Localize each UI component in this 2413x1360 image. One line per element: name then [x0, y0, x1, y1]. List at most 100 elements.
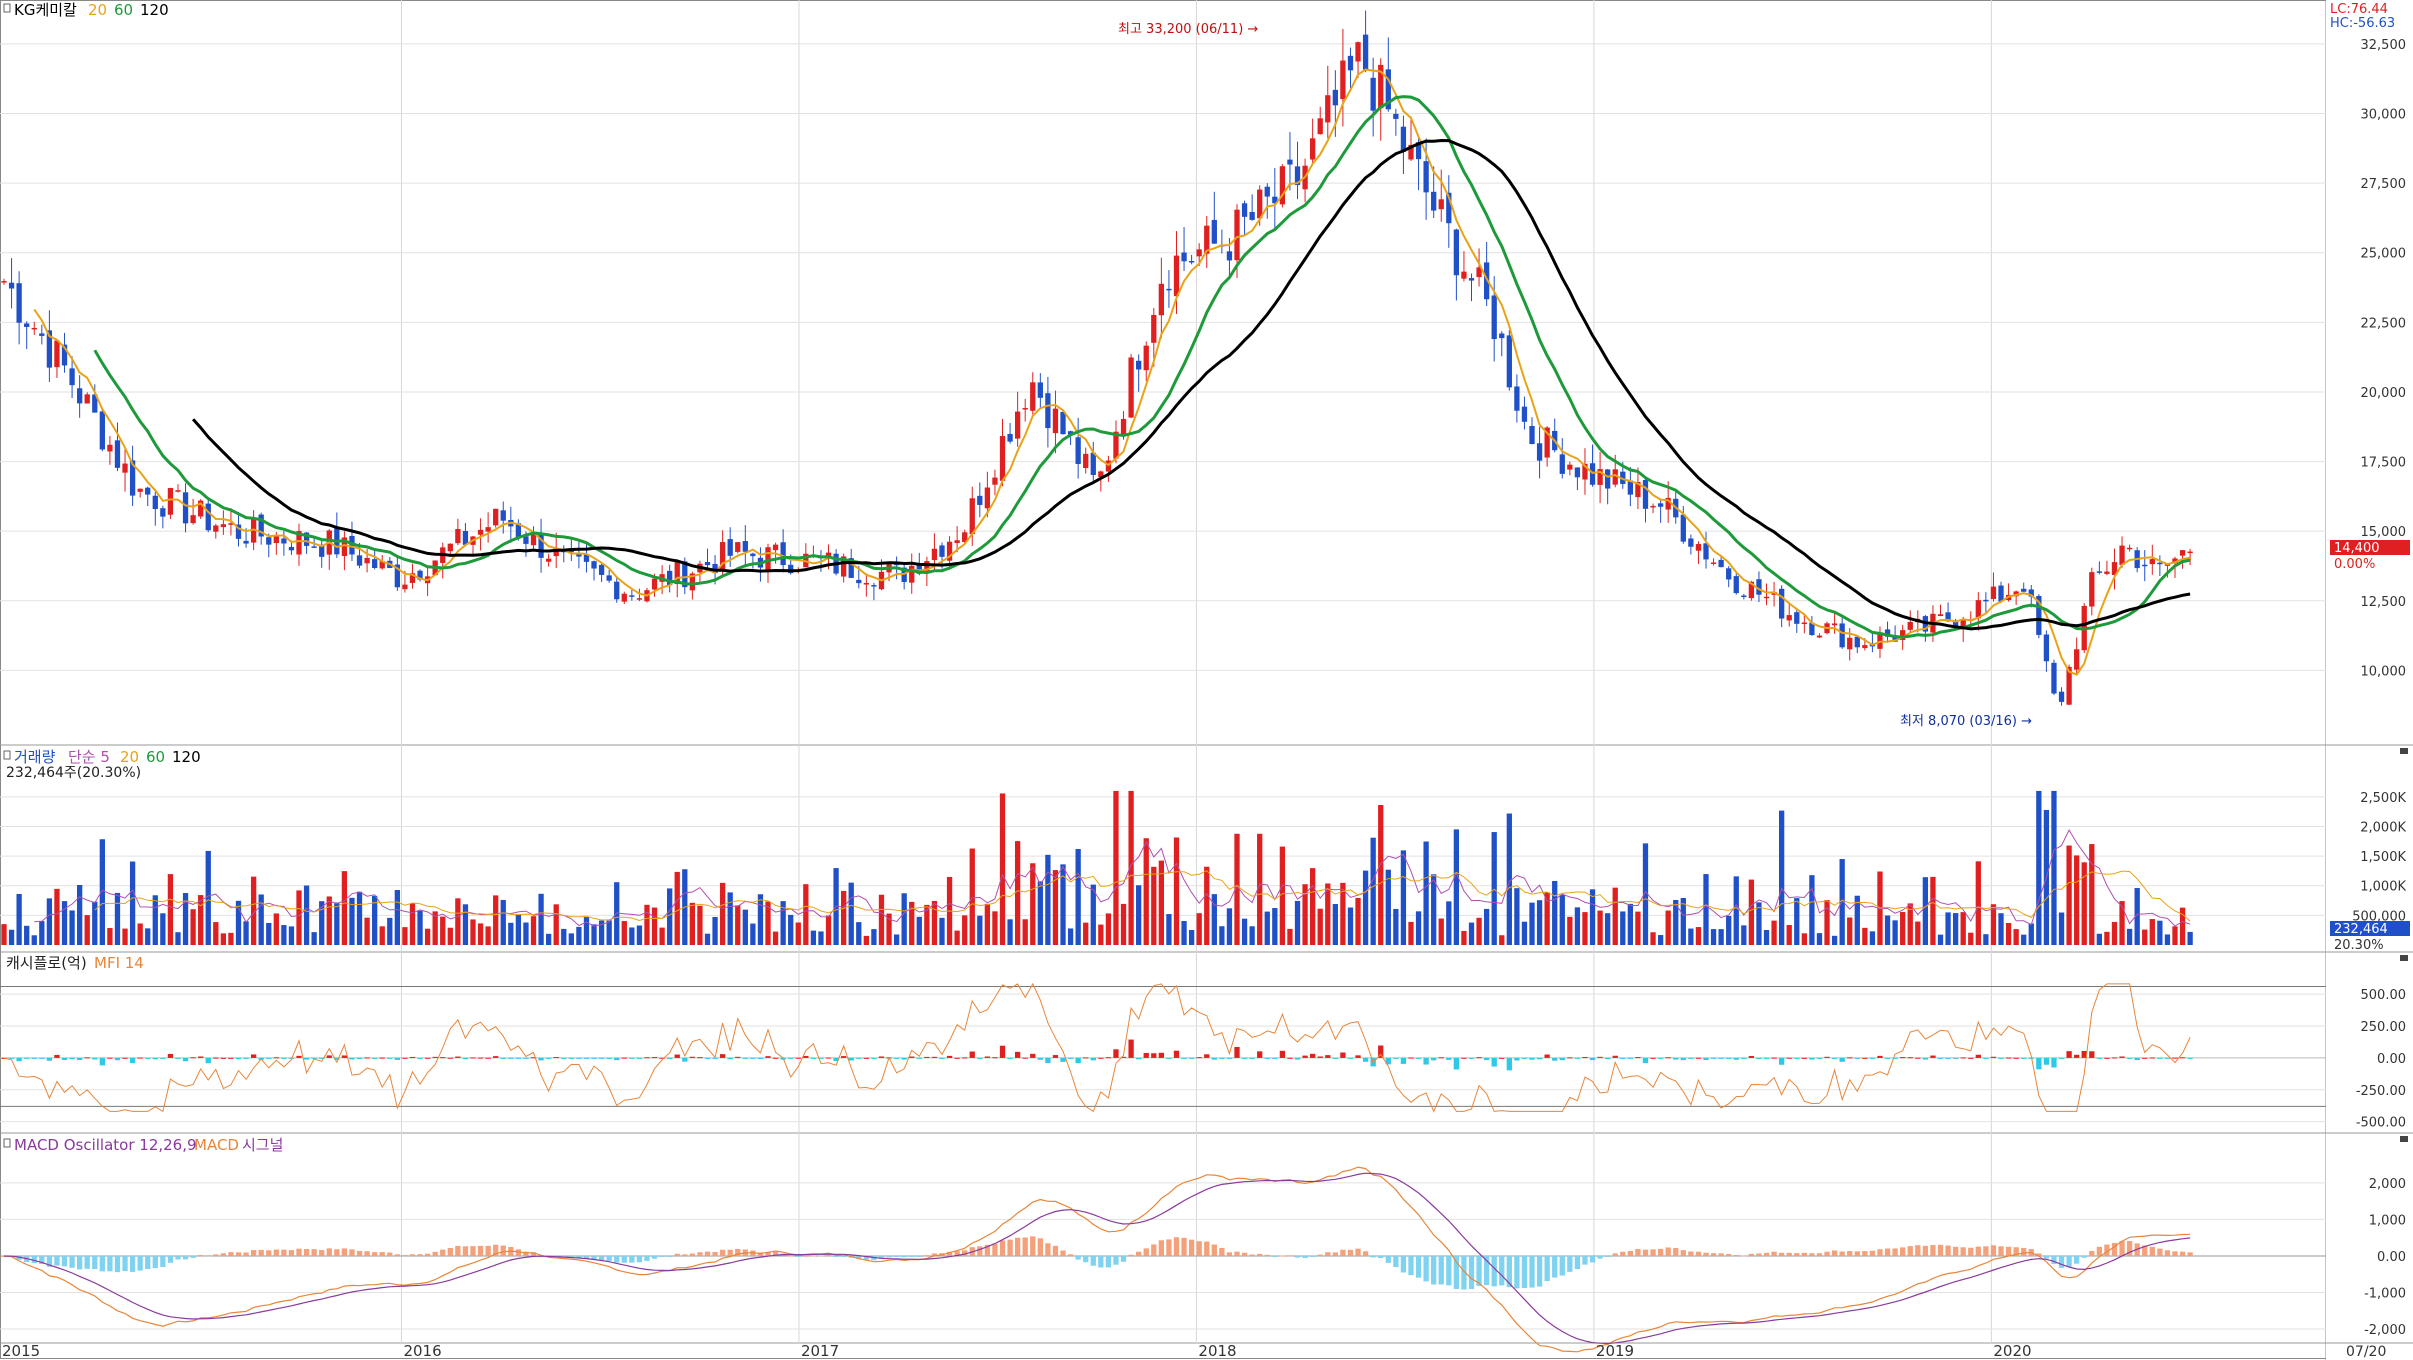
cashflow-bar	[1234, 1046, 1240, 1058]
macd-oscillator-bar	[946, 1251, 953, 1256]
volume-bar	[1279, 846, 1286, 945]
macd-oscillator-bar	[1506, 1255, 1512, 1288]
candle-body	[402, 584, 408, 590]
volume-bar	[636, 925, 643, 945]
volume-bar	[2096, 933, 2103, 945]
macd-oscillator-bar	[1642, 1249, 1649, 1256]
macd-oscillator-bar	[1378, 1255, 1384, 1259]
candle-body	[1952, 620, 1959, 627]
volume-tick-label: 1,000K	[2360, 880, 2406, 895]
volume-bar	[2066, 845, 2072, 945]
candle-body	[629, 595, 635, 597]
macd-oscillator-bar	[667, 1255, 673, 1257]
macd-oscillator-bar	[984, 1244, 991, 1256]
cashflow-bar	[311, 1057, 317, 1059]
candle-body	[1196, 249, 1202, 257]
macd-oscillator-bar	[1060, 1250, 1066, 1256]
candle-body	[1612, 469, 1618, 485]
cashflow-bar	[878, 1056, 885, 1058]
macd-oscillator-bar	[485, 1245, 491, 1256]
candle-body	[1529, 425, 1535, 445]
volume-bar	[583, 917, 590, 945]
candle-body	[243, 540, 249, 544]
macd-oscillator-bar	[16, 1255, 22, 1260]
candle-body	[1279, 166, 1286, 205]
macd-oscillator-bar	[493, 1244, 499, 1256]
cashflow-bar	[2179, 1057, 2186, 1059]
cashflow-bar	[1075, 1057, 1081, 1064]
macd-oscillator-bar	[523, 1251, 529, 1256]
volume-bar	[1113, 790, 1119, 945]
volume-bar	[1181, 921, 1187, 945]
macd-oscillator-bar	[1067, 1254, 1074, 1256]
cashflow-bar	[2021, 1057, 2027, 1059]
volume-resize-handle[interactable]	[2400, 748, 2408, 754]
volume-bar	[1325, 883, 1331, 945]
volume-bar	[841, 890, 847, 945]
cashflow-bar	[1521, 1057, 1528, 1059]
candle-body	[1605, 469, 1611, 489]
macd-oscillator-bar	[1915, 1245, 1921, 1256]
volume-bar	[1975, 861, 1981, 945]
cashflow-bar	[1204, 1054, 1210, 1058]
cashflow-bar	[1930, 1055, 1936, 1058]
cashflow-bar	[1756, 1057, 1762, 1059]
x-tick-label: 2018	[1198, 1342, 1236, 1360]
panel-toggle-icon[interactable]	[3, 3, 11, 13]
candle-body	[1816, 635, 1823, 638]
cashflow-bar	[1226, 1057, 1233, 1059]
cashflow-bar	[954, 1057, 960, 1059]
macd-oscillator-bar	[1340, 1249, 1346, 1256]
cashflow-title: 캐시플로(억)	[6, 954, 87, 972]
volume-bar	[878, 894, 885, 945]
candle-body	[2111, 562, 2118, 575]
macd-oscillator-bar	[258, 1249, 264, 1256]
candle-body	[1483, 262, 1490, 300]
macd-oscillator-bar	[735, 1248, 741, 1256]
macd-resize-handle[interactable]	[2400, 1136, 2408, 1142]
cashflow-bar	[1552, 1057, 1558, 1061]
macd-oscillator-bar	[409, 1254, 416, 1256]
cashflow-bar	[1302, 1055, 1308, 1058]
candle-body	[606, 575, 612, 581]
macd-oscillator-bar	[2089, 1250, 2095, 1256]
volume-bar	[1605, 913, 1611, 945]
volume-toggle-icon[interactable]	[3, 750, 11, 760]
cashflow-bar	[1098, 1057, 1104, 1059]
cashflow-bar	[1809, 1057, 1815, 1060]
macd-oscillator-bar	[1476, 1255, 1482, 1286]
volume-bar	[1340, 882, 1346, 945]
cashflow-bar	[1990, 1056, 1997, 1058]
candle-body	[1589, 463, 1596, 485]
macd-oscillator-bar	[303, 1248, 310, 1256]
cashflow-bar	[2058, 1057, 2065, 1059]
candle-body	[1060, 411, 1066, 435]
candle-body	[916, 563, 922, 574]
cashflow-bar	[893, 1057, 900, 1059]
cashflow-bar	[1816, 1057, 1823, 1059]
volume-bar	[727, 892, 733, 945]
macd-oscillator-bar	[432, 1251, 438, 1256]
candle-body	[1990, 586, 1997, 599]
volume-panel	[1, 790, 2193, 945]
candle-body	[379, 560, 385, 569]
macd-oscillator-bar	[1589, 1255, 1596, 1263]
volume-bar	[2119, 901, 2125, 945]
macd-oscillator-bar	[878, 1255, 885, 1260]
macd-tick-label: 1,000	[2369, 1213, 2406, 1228]
candle-body	[1385, 69, 1391, 110]
volume-bar	[175, 932, 181, 945]
cashflow-resize-handle[interactable]	[2400, 955, 2408, 961]
candle-body	[742, 541, 748, 552]
cashflow-bar	[1415, 1057, 1422, 1059]
macd-oscillator-bar	[455, 1245, 461, 1256]
main-title: KG케미칼	[14, 1, 77, 19]
volume-bar	[1589, 889, 1596, 945]
cashflow-bar	[1597, 1056, 1603, 1058]
volume-bar	[1007, 919, 1013, 945]
macd-oscillator-bar	[1695, 1251, 1702, 1256]
volume-bar	[1204, 866, 1210, 945]
candle-body	[1438, 199, 1444, 210]
macd-toggle-icon[interactable]	[3, 1138, 11, 1148]
